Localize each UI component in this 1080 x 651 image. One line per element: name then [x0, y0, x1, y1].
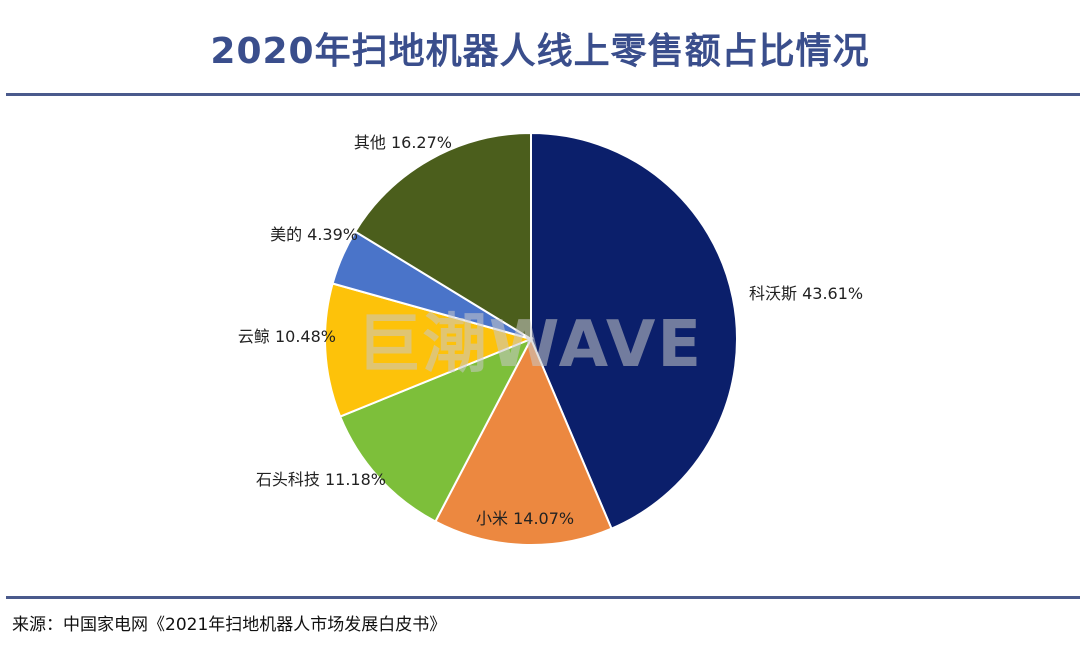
- source-note: 来源：中国家电网《2021年扫地机器人市场发展白皮书》: [12, 615, 447, 635]
- chart-title: 2020年扫地机器人线上零售额占比情况: [210, 31, 870, 72]
- slice-shitou: [338, 337, 534, 523]
- label-yunjing: 云鲸 10.48%: [238, 327, 336, 346]
- pie-slices: [323, 131, 738, 546]
- slice-kewosi: [530, 131, 738, 530]
- label-xiaomi: 小米 14.07%: [476, 509, 574, 528]
- watermark: 巨潮WAVE: [357, 308, 703, 382]
- slice-yunjing: [323, 282, 535, 418]
- footer-divider: [6, 596, 1080, 599]
- label-shitou: 石头科技 11.18%: [256, 470, 386, 489]
- label-meidi: 美的 4.39%: [270, 225, 358, 244]
- slice-xiaomi: [434, 336, 613, 546]
- title-divider: [6, 93, 1080, 96]
- label-kewosi: 科沃斯 43.61%: [749, 284, 863, 303]
- slice-qita: [353, 131, 532, 341]
- label-qita: 其他 16.27%: [354, 133, 452, 152]
